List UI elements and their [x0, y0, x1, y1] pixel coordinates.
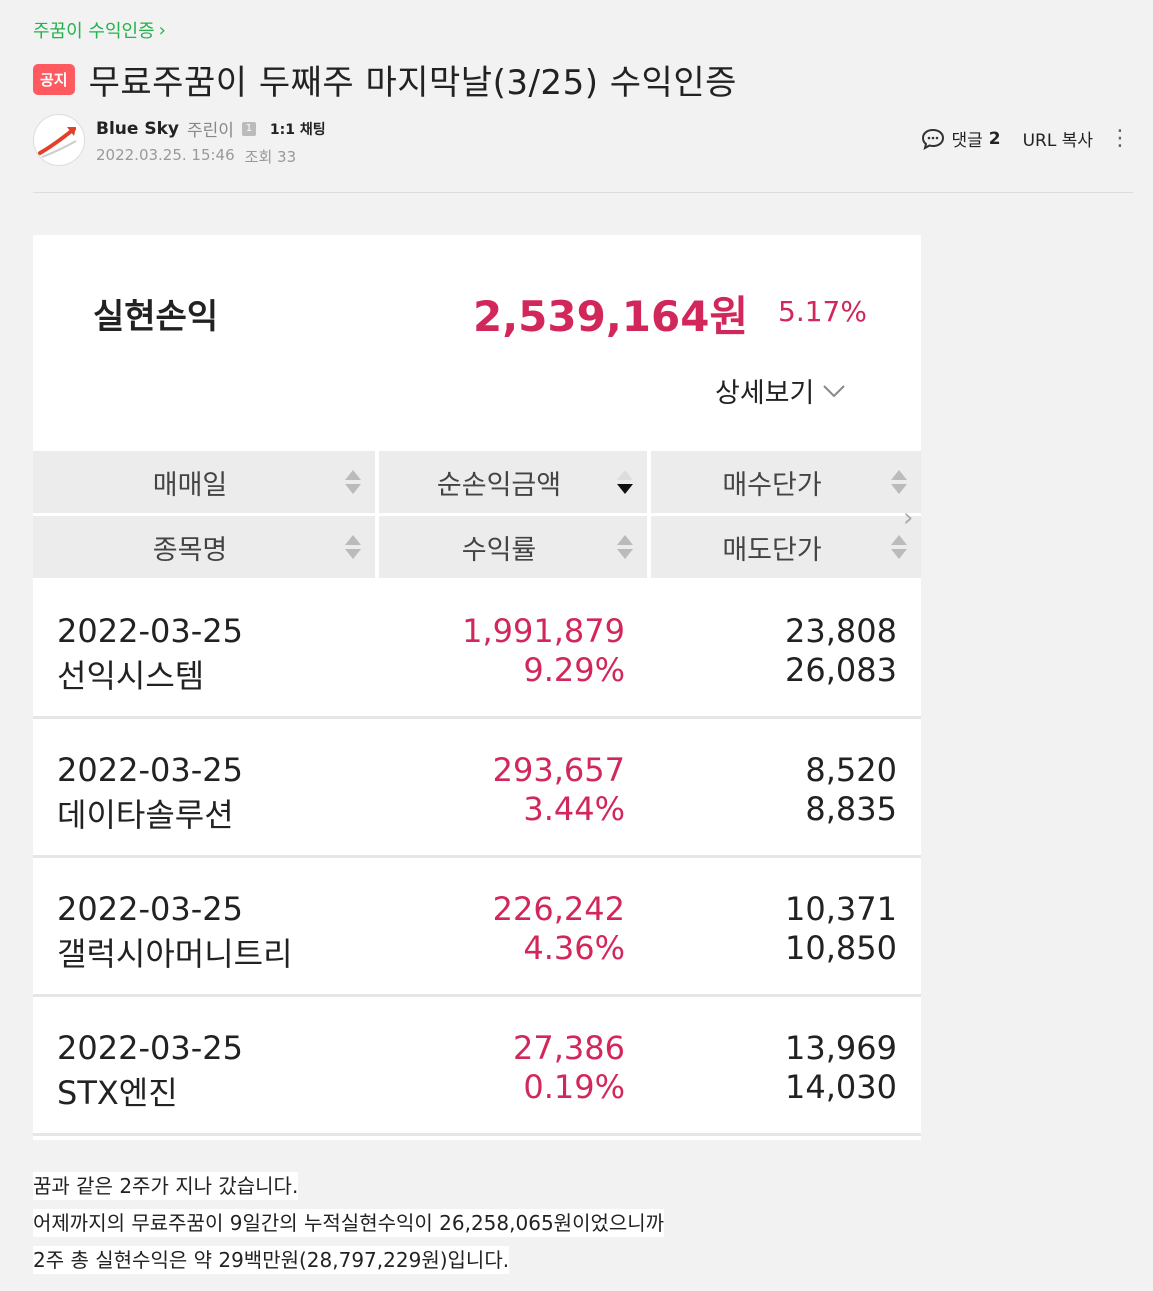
row-buy-price: 13,969	[785, 1029, 897, 1067]
sort-icon	[891, 535, 907, 559]
row-buy-price: 10,371	[785, 890, 897, 928]
grade-icon: 1	[241, 121, 256, 136]
row-sell-price: 10,850	[785, 929, 897, 967]
row-profit: 226,242	[492, 890, 625, 928]
breadcrumb[interactable]: 주꿈이 수익인증 ›	[33, 17, 166, 43]
more-menu-icon[interactable]: ⋮	[1109, 125, 1131, 151]
body-line: 2주 총 실현수익은 약 29백만원(28,797,229원)입니다.	[33, 1246, 510, 1274]
author-line: Blue Sky 주린이 1 1:1 채팅	[96, 116, 326, 142]
row-rate: 0.19%	[523, 1068, 625, 1106]
row-rate: 9.29%	[523, 651, 625, 689]
url-copy-button[interactable]: URL 복사	[1022, 131, 1093, 151]
chevron-right-icon: ›	[158, 19, 166, 41]
author-grade: 주린이	[186, 121, 234, 141]
comment-button[interactable]: 댓글 2	[921, 126, 1001, 151]
body-paragraph: 꿈과 같은 2주가 지나 갔습니다.	[33, 1168, 664, 1205]
profit-card: 실현손익 2,539,164원 5.17% 상세보기 매매일 순손익금액 매수단…	[33, 235, 921, 1140]
notice-badge: 공지	[33, 64, 75, 95]
body-line: 꿈과 같은 2주가 지나 갔습니다.	[33, 1172, 299, 1200]
table-row[interactable]: 2022-03-25 갤럭시아머니트리 226,242 4.36% 10,371…	[33, 858, 921, 997]
header-label: 매수단가	[722, 469, 822, 501]
header-label: 종목명	[152, 534, 228, 566]
author-name[interactable]: Blue Sky	[96, 118, 179, 139]
header-buy-price[interactable]: 매수단가	[651, 451, 921, 513]
post-tools: 댓글 2 URL 복사 ⋮	[921, 126, 1133, 151]
detail-toggle[interactable]: 상세보기	[715, 371, 846, 410]
detail-label: 상세보기	[715, 378, 815, 409]
chat-button[interactable]: 1:1 채팅	[269, 121, 326, 138]
header-trade-date[interactable]: 매매일	[33, 451, 375, 513]
table-header-row-1: 매매일 순손익금액 매수단가	[33, 451, 921, 513]
view-count: 조회 33	[244, 148, 297, 166]
post-meta: 2022.03.25. 15:46 조회 33	[96, 146, 296, 167]
sort-icon	[891, 470, 907, 494]
header-label: 순손익금액	[436, 469, 562, 501]
row-name: 데이타솔루션	[57, 796, 234, 834]
row-name: 선익시스템	[57, 657, 205, 695]
table-header-row-2: 종목명 수익률 매도단가	[33, 516, 921, 578]
post-title: 무료주꿈이 두째주 마지막날(3/25) 수익인증	[88, 63, 737, 103]
post-body: 꿈과 같은 2주가 지나 갔습니다. 어제까지의 무료주꿈이 9일간의 누적실현…	[33, 1168, 665, 1279]
row-date: 2022-03-25	[57, 890, 243, 928]
comment-icon	[922, 128, 945, 150]
row-date: 2022-03-25	[57, 612, 243, 650]
title-row: 공지 무료주꿈이 두째주 마지막날(3/25) 수익인증	[33, 55, 737, 104]
row-name: STX엔진	[57, 1074, 178, 1112]
header-label: 수익률	[461, 534, 537, 566]
scroll-right-icon[interactable]: ›	[903, 503, 914, 533]
row-rate: 3.44%	[523, 790, 625, 828]
row-date: 2022-03-25	[57, 1029, 243, 1067]
sort-icon	[345, 535, 361, 559]
header-label: 매도단가	[722, 534, 822, 566]
row-profit: 293,657	[492, 751, 625, 789]
body-paragraph: 2주 총 실현수익은 약 29백만원(28,797,229원)입니다.	[33, 1242, 664, 1279]
row-buy-price: 23,808	[785, 612, 897, 650]
header-label: 매매일	[152, 469, 228, 501]
table-row[interactable]: 2022-03-25 선익시스템 1,991,879 9.29% 23,808 …	[33, 580, 921, 719]
row-rate: 4.36%	[523, 929, 625, 967]
body-line: 어제까지의 무료주꿈이 9일간의 누적실현수익이 26,258,065원이었으니…	[33, 1209, 665, 1237]
realized-label: 실현손익	[93, 297, 219, 337]
body-paragraph: 어제까지의 무료주꿈이 9일간의 누적실현수익이 26,258,065원이었으니…	[33, 1205, 665, 1242]
row-date: 2022-03-25	[57, 751, 243, 789]
chevron-down-icon	[823, 384, 846, 397]
sort-icon	[345, 470, 361, 494]
header-stock-name[interactable]: 종목명	[33, 516, 375, 578]
table-row[interactable]: 2022-03-25 STX엔진 27,386 0.19% 13,969 14,…	[33, 997, 921, 1136]
row-profit: 27,386	[513, 1029, 625, 1067]
table-row[interactable]: 2022-03-25 데이타솔루션 293,657 3.44% 8,520 8,…	[33, 719, 921, 858]
header-return-rate[interactable]: 수익률	[379, 516, 647, 578]
header-sell-price[interactable]: 매도단가	[651, 516, 921, 578]
comment-count: 2	[988, 128, 1001, 149]
sort-icon	[617, 470, 633, 494]
row-name: 갤럭시아머니트리	[57, 935, 293, 973]
realized-amount: 2,539,164원	[473, 292, 749, 341]
breadcrumb-label[interactable]: 주꿈이 수익인증	[33, 21, 155, 42]
header-divider	[33, 192, 1133, 193]
post-date: 2022.03.25. 15:46	[96, 146, 235, 164]
header-net-profit[interactable]: 순손익금액	[379, 451, 647, 513]
arrow-logo-icon	[38, 127, 77, 158]
sort-icon	[617, 535, 633, 559]
row-profit: 1,991,879	[462, 612, 625, 650]
row-buy-price: 8,520	[805, 751, 897, 789]
row-sell-price: 14,030	[785, 1068, 897, 1106]
realized-rate: 5.17%	[778, 295, 867, 328]
row-sell-price: 8,835	[805, 790, 897, 828]
row-sell-price: 26,083	[785, 651, 897, 689]
comment-label: 댓글	[951, 131, 983, 151]
avatar[interactable]	[33, 114, 85, 166]
